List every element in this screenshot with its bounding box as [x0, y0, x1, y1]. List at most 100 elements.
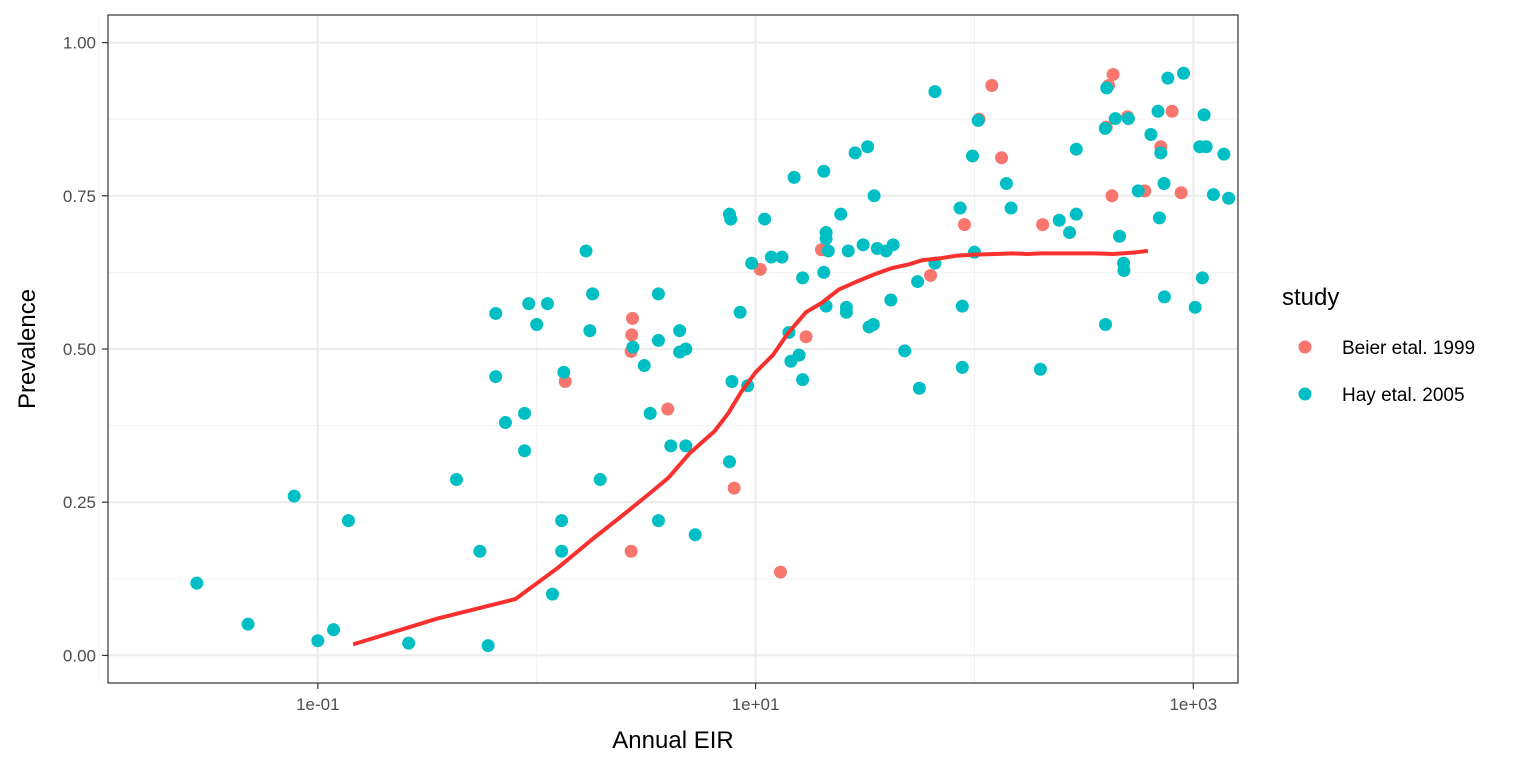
data-point-hay [1152, 211, 1166, 225]
data-point-hay [1177, 66, 1191, 80]
major-grid [108, 15, 1238, 683]
y-tick-label: 1.00 [63, 34, 96, 53]
data-point-hay [643, 406, 657, 420]
data-point-hay [787, 170, 801, 184]
data-point-hay [1217, 147, 1231, 161]
data-point-hay [867, 189, 881, 203]
data-point-hay [966, 149, 980, 163]
legend: study Beier etal. 1999 Hay etal. 2005 [1282, 284, 1475, 406]
data-point-beier [626, 311, 640, 325]
data-point-hay [971, 113, 985, 127]
data-points [190, 66, 1236, 653]
data-point-hay [1199, 140, 1213, 154]
data-point-beier [624, 544, 638, 558]
data-point-hay [839, 305, 853, 319]
x-tick-label: 1e+03 [1169, 695, 1217, 714]
x-tick-label: 1e+01 [732, 695, 780, 714]
data-point-hay [1100, 81, 1114, 95]
data-point-hay [834, 207, 848, 221]
data-point-hay [555, 544, 569, 558]
data-point-hay [1033, 362, 1047, 376]
data-point-hay [1069, 142, 1083, 156]
data-point-hay [1108, 112, 1122, 126]
data-point-hay [886, 238, 900, 252]
data-point-hay [733, 305, 747, 319]
data-point-hay [841, 244, 855, 258]
data-point-beier [957, 218, 971, 232]
y-tick-label: 0.25 [63, 493, 96, 512]
data-point-beier [985, 78, 999, 92]
data-point-hay [796, 271, 810, 285]
data-point-hay [848, 146, 862, 160]
data-point-hay [1161, 71, 1175, 85]
data-point-hay [955, 360, 969, 374]
data-point-hay [664, 439, 678, 453]
data-point-hay [688, 528, 702, 542]
data-point-hay [557, 365, 571, 379]
data-point-hay [912, 381, 926, 395]
data-point-hay [545, 587, 559, 601]
x-axis-title: Annual EIR [612, 727, 733, 754]
data-point-hay [651, 333, 665, 347]
data-point-beier [661, 402, 675, 416]
data-point-hay [1144, 128, 1158, 142]
data-point-hay [1151, 104, 1165, 118]
data-point-hay [722, 455, 736, 469]
data-point-hay [651, 514, 665, 528]
data-point-hay [911, 275, 925, 289]
data-point-hay [327, 623, 341, 637]
data-point-hay [679, 342, 693, 356]
data-point-hay [489, 370, 503, 384]
data-point-hay [817, 164, 831, 178]
data-point-hay [1113, 229, 1127, 243]
data-point-beier [924, 268, 938, 282]
data-point-beier [1174, 186, 1188, 200]
x-axis: 1e-01 1e+01 1e+03 [296, 683, 1217, 714]
data-point-hay [489, 306, 503, 320]
data-point-hay [1004, 201, 1018, 215]
data-point-hay [856, 238, 870, 252]
data-point-beier [727, 481, 741, 495]
data-point-hay [540, 297, 554, 311]
data-point-hay [1131, 184, 1145, 198]
data-point-hay [679, 439, 693, 453]
legend-key-hay [1298, 387, 1312, 401]
data-point-hay [1154, 146, 1168, 160]
data-point-hay [579, 244, 593, 258]
data-point-beier [799, 330, 813, 344]
data-point-hay [530, 317, 544, 331]
data-point-hay [651, 287, 665, 301]
y-tick-label: 0.50 [63, 340, 96, 359]
data-point-hay [821, 244, 835, 258]
data-point-hay [796, 373, 810, 387]
data-point-hay [626, 340, 640, 354]
fit-line-group [352, 248, 1149, 647]
data-point-hay [861, 140, 875, 154]
data-point-hay [518, 406, 532, 420]
legend-label-hay: Hay etal. 2005 [1342, 385, 1465, 406]
data-point-hay [745, 256, 759, 270]
data-point-hay [498, 416, 512, 430]
data-point-hay [758, 212, 772, 226]
data-point-hay [1099, 317, 1113, 331]
data-point-hay [402, 636, 416, 650]
data-point-hay [1195, 271, 1209, 285]
data-point-hay [819, 232, 833, 246]
legend-label-beier: Beier etal. 1999 [1342, 338, 1475, 359]
data-point-hay [1197, 108, 1211, 122]
data-point-beier [1106, 67, 1120, 81]
y-axis-title: Prevalence [14, 289, 41, 409]
x-tick-label: 1e-01 [296, 695, 339, 714]
data-point-hay [673, 324, 687, 338]
data-point-hay [241, 617, 255, 631]
data-point-hay [999, 177, 1013, 191]
data-point-hay [1188, 300, 1202, 314]
data-point-hay [792, 348, 806, 362]
y-tick-label: 0.75 [63, 187, 96, 206]
data-point-hay [928, 85, 942, 99]
data-point-hay [898, 344, 912, 358]
data-point-hay [586, 287, 600, 301]
data-point-hay [593, 473, 607, 487]
data-point-hay [866, 317, 880, 331]
